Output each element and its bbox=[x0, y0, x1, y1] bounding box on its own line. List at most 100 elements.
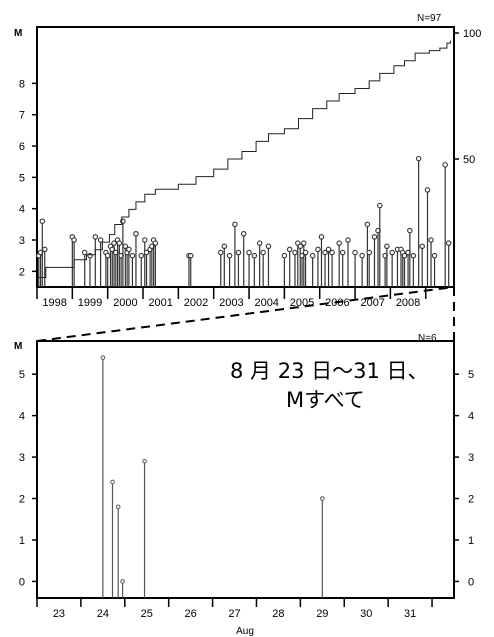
top-stem-marker bbox=[407, 227, 413, 234]
top-stem-marker bbox=[71, 237, 77, 243]
bottom-y2-tick-label: 5 bbox=[468, 369, 474, 381]
top-stem-marker bbox=[371, 234, 378, 240]
top-stem-marker bbox=[129, 252, 136, 259]
top-stem-marker bbox=[152, 240, 159, 246]
top-x-tick-label: 2004 bbox=[254, 297, 278, 309]
top-stem-marker bbox=[81, 249, 88, 256]
top-stem-marker bbox=[410, 252, 417, 259]
top-stem-marker bbox=[87, 252, 93, 259]
bottom-y-axis-label: M bbox=[14, 341, 22, 352]
top-x-tick-label: 1998 bbox=[42, 297, 66, 309]
top-stem-marker bbox=[235, 249, 242, 256]
annotation-all-magnitudes: Mすべて bbox=[286, 388, 365, 412]
cumulative-count-line bbox=[37, 40, 451, 278]
bottom-y-tick-label: 5 bbox=[19, 369, 25, 381]
bottom-y-tick-label: 4 bbox=[19, 411, 25, 423]
bottom-y-tick-label: 0 bbox=[19, 576, 25, 588]
bottom-y-tick-label: 3 bbox=[19, 452, 25, 464]
top-stem-marker bbox=[260, 249, 266, 256]
bottom-stem-marker bbox=[320, 496, 325, 501]
bottom-stem-marker bbox=[110, 479, 115, 485]
top-y-ticks: 2 3 4 5 6 7 8 bbox=[19, 78, 37, 278]
top-y-tick-label: 7 bbox=[19, 110, 25, 122]
bottom-stem-marker bbox=[142, 458, 147, 464]
top-stem-marker bbox=[329, 249, 335, 256]
bottom-x-tick-label: 25 bbox=[141, 608, 153, 620]
top-stem-marker bbox=[92, 234, 99, 240]
bottom-y2-tick-label: 0 bbox=[468, 576, 474, 588]
top-stem-marker bbox=[126, 246, 132, 253]
top-stem-marker bbox=[445, 240, 452, 246]
top-y2-ticks: 50 100 bbox=[454, 28, 481, 166]
top-stem-marker bbox=[339, 249, 346, 256]
top-stems bbox=[36, 40, 452, 287]
top-stem-marker bbox=[428, 237, 434, 243]
top-y-tick-label: 5 bbox=[19, 172, 25, 184]
annotation-date-range: 8 月 23 日～31 日、 bbox=[230, 359, 429, 383]
top-x-tick-label: 2002 bbox=[184, 297, 208, 309]
top-stem-marker bbox=[442, 162, 448, 168]
top-y-tick-label: 4 bbox=[19, 204, 25, 216]
top-y2-tick-label: 100 bbox=[463, 28, 481, 40]
top-count-label: N=97 bbox=[417, 13, 442, 24]
top-stem-marker bbox=[116, 240, 123, 246]
top-stem-marker bbox=[384, 243, 390, 250]
top-stem-marker bbox=[318, 234, 325, 240]
top-stem-marker bbox=[424, 187, 431, 193]
top-y-tick-label: 2 bbox=[19, 266, 25, 278]
bottom-count-label: N=6 bbox=[418, 333, 437, 344]
top-stem-marker bbox=[364, 221, 371, 228]
top-x-tick-label: 2001 bbox=[148, 297, 172, 309]
bottom-x-tick-label: 27 bbox=[228, 608, 240, 620]
top-stem-marker bbox=[292, 249, 298, 256]
top-stem-marker bbox=[431, 252, 438, 259]
top-stem-marker bbox=[345, 237, 351, 243]
top-plot-frame bbox=[36, 26, 455, 288]
top-stem-marker bbox=[122, 243, 129, 250]
bottom-x-axis-label: Aug bbox=[236, 626, 254, 637]
top-stem-marker bbox=[246, 249, 252, 256]
bottom-x-tick-label: 30 bbox=[360, 608, 372, 620]
bottom-plot-frame bbox=[36, 340, 455, 599]
top-stem-marker bbox=[366, 249, 372, 256]
zoom-connector bbox=[36, 286, 455, 342]
top-stem-marker bbox=[389, 249, 395, 256]
top-stem-marker bbox=[415, 155, 422, 162]
bottom-x-ticks: 23 24 25 26 27 28 29 30 31 bbox=[36, 598, 433, 620]
top-stem-marker bbox=[111, 240, 117, 246]
top-stem-marker bbox=[97, 237, 104, 243]
top-stem-marker bbox=[325, 246, 332, 253]
top-stem-marker bbox=[240, 230, 247, 237]
top-stem-marker bbox=[39, 218, 46, 224]
top-y-tick-label: 6 bbox=[19, 141, 25, 153]
top-stem-marker bbox=[315, 246, 321, 253]
bottom-chart: M N=6 0 01 12 23 34 45 5 23 24 25 26 27 28 29 30 31 Au… bbox=[14, 333, 474, 637]
top-stem-marker bbox=[187, 252, 194, 259]
bottom-stem-marker bbox=[100, 355, 106, 360]
top-stem-marker bbox=[301, 240, 307, 246]
top-stem-marker bbox=[133, 230, 139, 237]
top-y-tick-label: 8 bbox=[19, 78, 25, 90]
top-stem-marker bbox=[232, 221, 238, 228]
top-stem-marker bbox=[352, 249, 358, 256]
top-x-tick-label: 2008 bbox=[396, 297, 420, 309]
top-x-tick-label: 2000 bbox=[113, 297, 137, 309]
bottom-y2-tick-label: 3 bbox=[468, 452, 474, 464]
top-y-tick-label: 3 bbox=[19, 235, 25, 247]
bottom-x-tick-label: 24 bbox=[97, 608, 109, 620]
bottom-y-ticks: 0 0 1 1 2 2 3 3 4 4 5 5 bbox=[19, 369, 474, 588]
top-chart: M N=97 2 3 4 5 6 7 8 50 100 1998 1999 2000 2001 200… bbox=[14, 13, 481, 309]
top-y-axis-label: M bbox=[14, 28, 22, 39]
top-stem-marker bbox=[281, 252, 288, 259]
top-stem-marker bbox=[309, 252, 316, 259]
top-x-ticks: 1998199920002001200220032004200520062007… bbox=[36, 287, 427, 309]
top-stem-marker bbox=[286, 246, 293, 253]
top-stem-marker bbox=[221, 243, 228, 250]
bottom-stems bbox=[100, 355, 325, 598]
bottom-x-tick-label: 28 bbox=[272, 608, 284, 620]
top-stem-marker bbox=[302, 249, 309, 256]
top-stem-marker bbox=[256, 240, 263, 246]
top-stem-marker bbox=[251, 252, 258, 259]
top-x-tick-label: 2003 bbox=[219, 297, 243, 309]
